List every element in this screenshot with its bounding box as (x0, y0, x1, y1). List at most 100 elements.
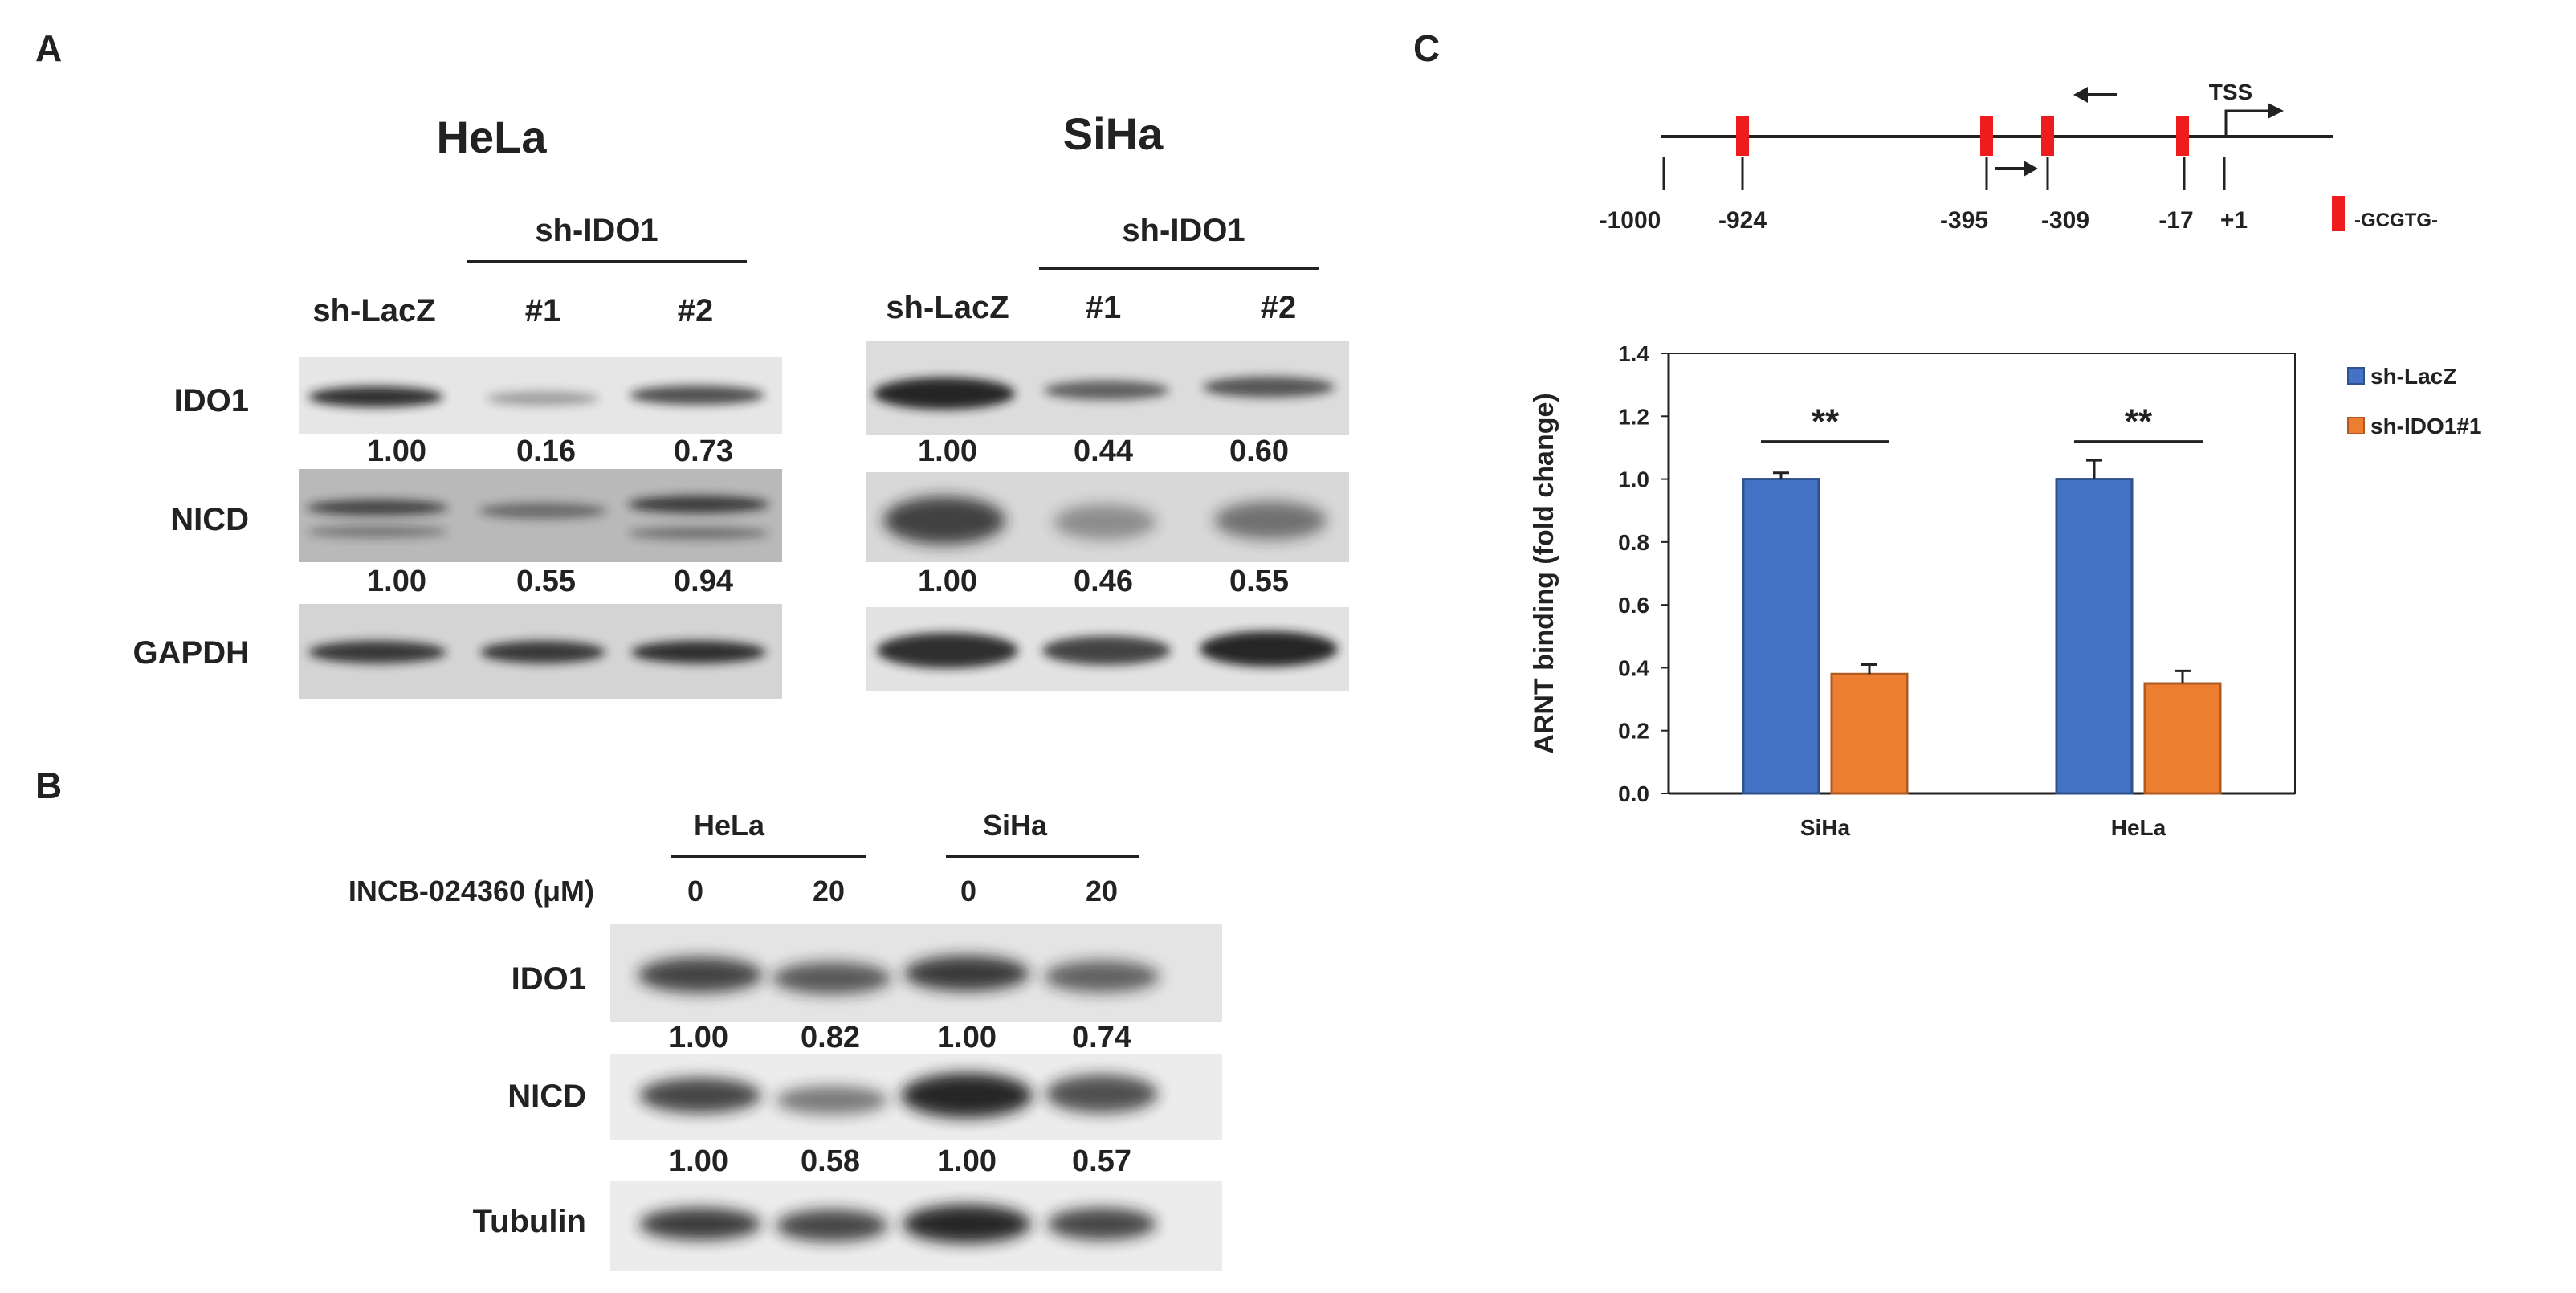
quant-value: 0.73 (674, 434, 733, 468)
reverse-primer-arrowhead (2073, 87, 2088, 103)
blot-band (904, 956, 1029, 991)
siha-nicd-blot (866, 472, 1349, 562)
y-tick-label: 1.4 (1618, 341, 1649, 366)
hela-ido1-blot (299, 357, 782, 434)
position-label: -395 (1940, 207, 1988, 234)
blot-row-label: GAPDH (133, 635, 249, 671)
blot-band (628, 527, 769, 540)
cell-line-label: HeLa (694, 809, 765, 842)
x-tick-label: HeLa (2111, 815, 2166, 840)
panel-a-label: A (35, 27, 62, 69)
panel-c: C TSS -1000 -924 -395 (1413, 27, 2482, 840)
treatment-label: INCB-024360 (μM) (348, 875, 594, 908)
x-tick-label: SiHa (1800, 815, 1851, 840)
nicd-inhibitor-blot (610, 1054, 1222, 1140)
quant-value: 0.16 (516, 434, 576, 468)
blot-band (1203, 377, 1335, 398)
blot-band (307, 500, 448, 516)
gcgtg-site-marker (1736, 116, 1749, 156)
gcgtg-site-marker (2041, 116, 2054, 156)
y-tick-label: 0.0 (1618, 781, 1649, 806)
y-tick-label: 0.2 (1618, 719, 1649, 744)
blot-band (883, 496, 1005, 545)
tss-label: TSS (2209, 80, 2252, 104)
blot-band (776, 1209, 888, 1242)
ido1-inhibitor-blot (610, 924, 1222, 1022)
forward-primer-arrowhead (2024, 161, 2038, 177)
quant-value: 0.94 (674, 565, 733, 598)
siha-lane-label: #2 (1261, 290, 1297, 325)
legend-swatch-series2 (2347, 417, 2365, 434)
blot-band (903, 1205, 1031, 1243)
siha-group-label: sh-IDO1 (1122, 213, 1245, 248)
significance-marker: ** (1812, 402, 1840, 442)
legend-swatch-series1 (2347, 367, 2365, 385)
quant-value: 1.00 (367, 565, 426, 598)
siha-title: SiHa (1063, 108, 1164, 159)
quant-value: 1.00 (937, 1144, 997, 1178)
quant-value: 1.00 (918, 434, 977, 468)
blot-row-label: NICD (507, 1079, 586, 1114)
dose-label: 20 (813, 875, 845, 908)
hela-nicd-blot (299, 469, 782, 562)
bar-hela-series2 (2143, 682, 2222, 795)
blot-band (1045, 1075, 1158, 1113)
blot-band (630, 385, 764, 405)
blot-band (308, 386, 443, 407)
hela-title: HeLa (437, 112, 548, 162)
blot-band (479, 503, 607, 519)
blot-band (1044, 381, 1169, 400)
blot-band (1214, 501, 1327, 540)
tss-arrow (2224, 109, 2269, 137)
blot-row-label: IDO1 (512, 961, 586, 997)
quant-value: 0.55 (516, 565, 576, 598)
arnt-binding-chart: ARNT binding (fold change) sh-LacZ sh-ID… (1529, 341, 2482, 840)
position-label: -309 (2041, 207, 2089, 234)
quant-value: 0.57 (1072, 1144, 1131, 1178)
blot-band (639, 1078, 761, 1113)
quant-value: 1.00 (669, 1144, 728, 1178)
hela-group-label: sh-IDO1 (535, 213, 658, 248)
blot-row-label: Tubulin (473, 1204, 586, 1239)
significance-marker: ** (2125, 402, 2153, 442)
y-tick-label: 1.2 (1618, 404, 1649, 429)
blot-band (631, 641, 766, 663)
dose-label: 0 (960, 875, 976, 908)
blot-band (1054, 504, 1156, 540)
quant-value: 1.00 (918, 565, 977, 598)
blot-band (638, 957, 763, 993)
quant-value: 0.46 (1074, 565, 1133, 598)
promoter-diagram: TSS -1000 -924 -395 -309 -17 +1 -GCGTG- (1600, 80, 2438, 234)
blot-band (480, 641, 605, 663)
quant-value: 0.74 (1072, 1021, 1131, 1054)
y-tick-label: 0.4 (1618, 655, 1649, 680)
quant-value: 1.00 (367, 434, 426, 468)
siha-gapdh-blot (866, 607, 1349, 691)
tss-arrowhead (2268, 103, 2284, 119)
gcgtg-site-marker (2176, 116, 2189, 156)
blot-row-label: NICD (170, 502, 249, 537)
bar-siha-series2 (1830, 672, 1909, 795)
gcgtg-site-marker (1980, 116, 1993, 156)
hela-lane-label: #1 (525, 293, 561, 328)
blot-band (628, 496, 769, 513)
blot-band (639, 1208, 761, 1240)
position-label: -1000 (1600, 207, 1661, 234)
siha-lane-label: #1 (1086, 290, 1122, 325)
y-tick-label: 0.8 (1618, 530, 1649, 555)
quant-value: 0.55 (1229, 565, 1289, 598)
position-label: -17 (2158, 207, 2193, 234)
dose-label: 0 (687, 875, 703, 908)
blot-band (1042, 636, 1171, 665)
siha-lane-label: sh-LacZ (886, 290, 1009, 325)
blot-band (874, 377, 1015, 410)
blot-band (1044, 961, 1160, 993)
legend-label: sh-IDO1#1 (2370, 414, 2482, 438)
blot-row-label: IDO1 (174, 383, 249, 418)
bar-siha-series1 (1742, 478, 1820, 795)
legend-label: sh-LacZ (2370, 364, 2456, 389)
blot-band (901, 1073, 1033, 1118)
gcgtg-legend-label: -GCGTG- (2354, 210, 2438, 231)
y-tick-label: 1.0 (1618, 467, 1649, 492)
